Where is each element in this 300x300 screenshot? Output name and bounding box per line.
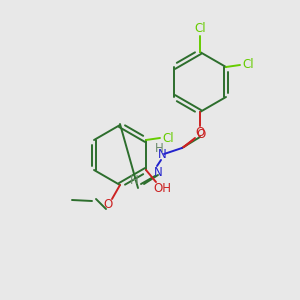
Text: Cl: Cl <box>162 131 174 145</box>
Text: Cl: Cl <box>194 22 206 35</box>
Text: H: H <box>130 173 138 187</box>
Text: O: O <box>196 128 206 142</box>
Text: H: H <box>154 142 164 154</box>
Text: N: N <box>158 148 166 161</box>
Text: OH: OH <box>153 182 171 194</box>
Text: N: N <box>154 166 162 178</box>
Text: O: O <box>103 199 112 212</box>
Text: Cl: Cl <box>242 58 254 71</box>
Text: O: O <box>195 125 205 139</box>
